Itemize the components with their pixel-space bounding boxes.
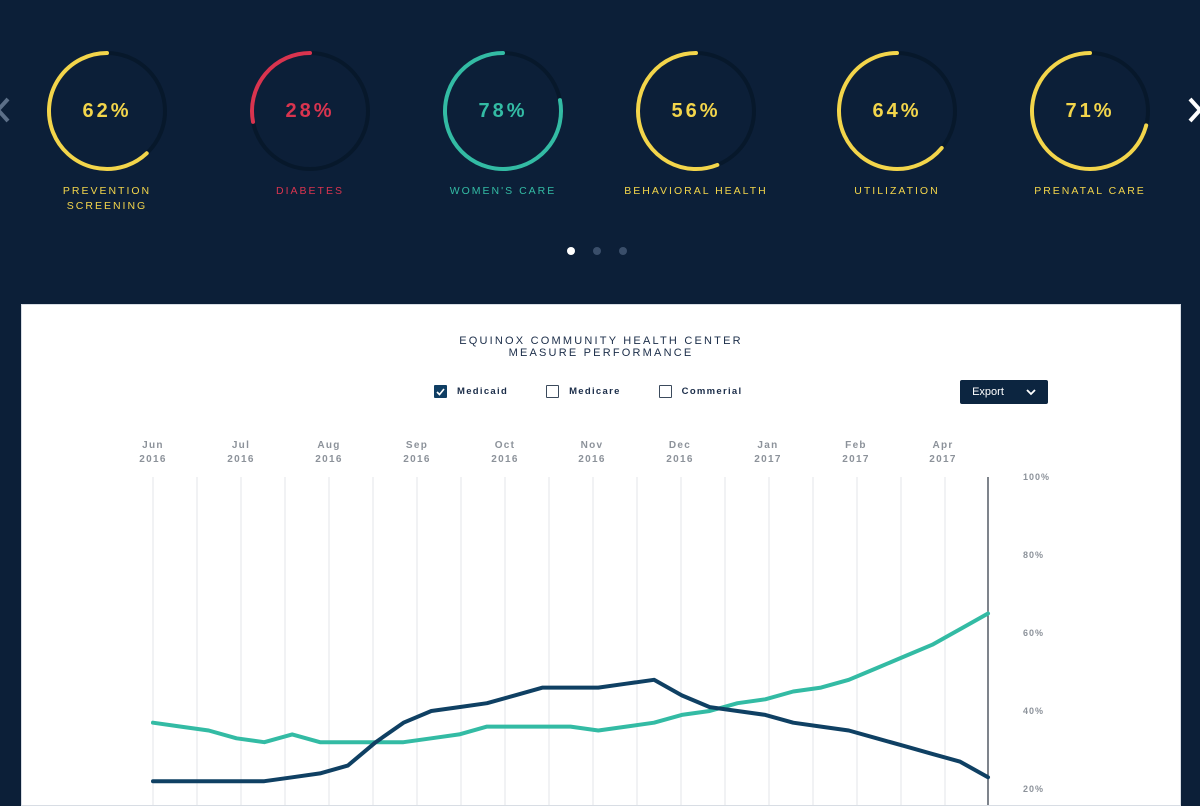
check-icon — [436, 387, 445, 396]
x-tick-month: Aug — [317, 440, 340, 451]
ring-progress — [47, 51, 149, 171]
carousel-next-button[interactable] — [1182, 92, 1200, 128]
kpi-ring: 56% — [635, 50, 757, 172]
kpi-card-behavioral-health[interactable]: 56% BEHAVIORAL HEALTH — [606, 50, 786, 199]
pager-dot-2[interactable] — [593, 247, 601, 255]
x-tick-year: 2016 — [139, 454, 166, 465]
kpi-value: 62% — [82, 99, 132, 122]
kpi-label: WOMEN'S CARE — [449, 185, 557, 197]
y-tick-label: 80% — [1023, 550, 1044, 560]
ring-progress — [443, 51, 563, 171]
kpi-card-utilization[interactable]: 64% UTILIZATION — [807, 50, 987, 199]
payer-filters: Medicaid Medicare Commerial — [434, 385, 780, 398]
export-label: Export — [972, 386, 1004, 398]
x-tick-month: Jan — [757, 440, 778, 451]
filter-label: Medicaid — [457, 386, 509, 397]
kpi-label: UTILIZATION — [854, 185, 940, 197]
kpi-value: 28% — [285, 99, 335, 122]
commercial-checkbox[interactable] — [658, 385, 672, 398]
y-tick-label: 100% — [1023, 472, 1050, 482]
pager-dot-1[interactable] — [567, 247, 575, 255]
y-tick-label: 20% — [1023, 784, 1044, 794]
x-tick-year: 2016 — [227, 454, 254, 465]
x-tick-year: 2017 — [929, 454, 956, 465]
x-gridlines — [152, 477, 946, 805]
kpi-value: 64% — [872, 99, 922, 122]
kpi-ring: 28% — [249, 50, 371, 172]
medicaid-checkbox[interactable] — [434, 385, 447, 398]
chevron-down-icon — [1026, 388, 1036, 395]
x-tick-year: 2017 — [754, 454, 781, 465]
kpi-carousel: 62% PREVENTION SCREENING 28% DIABETES 78… — [0, 0, 1200, 300]
chart-title-line1: EQUINOX COMMUNITY HEALTH CENTER — [459, 335, 743, 347]
chart-panel: EQUINOX COMMUNITY HEALTH CENTER MEASURE … — [21, 304, 1181, 806]
ring-progress — [250, 51, 312, 124]
kpi-card-prevention-screening[interactable]: 62% PREVENTION SCREENING — [17, 50, 197, 214]
kpi-value: 56% — [671, 99, 721, 122]
kpi-card-womens-care[interactable]: 78% WOMEN'S CARE — [413, 50, 593, 199]
kpi-ring: 64% — [836, 50, 958, 172]
kpi-label: BEHAVIORAL HEALTH — [624, 185, 768, 197]
x-tick-year: 2016 — [403, 454, 430, 465]
x-tick-month: Feb — [845, 440, 867, 451]
y-tick-label: 40% — [1023, 706, 1044, 716]
kpi-label: PREVENTION SCREENING — [62, 185, 152, 212]
chart-title: EQUINOX COMMUNITY HEALTH CENTER MEASURE … — [22, 335, 1180, 359]
filter-label: Medicare — [569, 386, 621, 397]
progress-ring — [1030, 51, 1150, 171]
line-chart: Jun 2016 Jul 2016 Aug 2016 Sep 2016 Oct 2016 Nov 20… — [139, 440, 1050, 805]
chevron-left-icon — [0, 97, 10, 123]
kpi-ring: 71% — [1029, 50, 1151, 172]
medicare-checkbox[interactable] — [546, 385, 560, 398]
x-tick-month: Nov — [581, 440, 604, 451]
progress-ring — [837, 51, 957, 171]
kpi-card-diabetes[interactable]: 28% DIABETES — [220, 50, 400, 199]
progress-ring — [443, 51, 563, 171]
series-line-2 — [151, 677, 990, 784]
ring-progress — [636, 51, 720, 171]
x-tick-month: Oct — [495, 440, 516, 451]
x-tick-month: Jun — [142, 440, 164, 451]
carousel-pager — [567, 247, 627, 255]
chevron-right-icon — [1188, 97, 1200, 123]
filter-commercial[interactable]: Commerial — [658, 385, 743, 398]
kpi-label: DIABETES — [276, 185, 344, 197]
x-tick-month: Sep — [406, 440, 428, 451]
kpi-ring: 78% — [442, 50, 564, 172]
filter-label: Commerial — [681, 386, 743, 397]
filter-medicaid[interactable]: Medicaid — [434, 385, 508, 398]
chart-title-line2: MEASURE PERFORMANCE — [508, 347, 694, 359]
ring-progress — [837, 51, 944, 171]
ring-progress — [1030, 51, 1149, 171]
y-tick-label: 60% — [1023, 628, 1044, 638]
x-tick-month: Apr — [932, 440, 953, 451]
series-line-1 — [151, 611, 990, 745]
progress-ring — [47, 51, 167, 171]
x-tick-month: Jul — [232, 440, 250, 451]
carousel-prev-button[interactable] — [0, 92, 16, 128]
x-tick-year: 2016 — [491, 454, 518, 465]
x-tick-year: 2016 — [666, 454, 693, 465]
filter-medicare[interactable]: Medicare — [546, 385, 621, 398]
kpi-ring: 62% — [46, 50, 168, 172]
kpi-label: PRENATAL CARE — [1034, 185, 1146, 197]
kpi-value: 71% — [1065, 99, 1115, 122]
kpi-value: 78% — [478, 99, 528, 122]
export-button[interactable]: Export — [960, 380, 1048, 404]
kpi-card-prenatal-care[interactable]: 71% PRENATAL CARE — [1000, 50, 1180, 199]
x-tick-month: Dec — [669, 440, 691, 451]
x-tick-year: 2016 — [578, 454, 605, 465]
progress-ring — [636, 51, 756, 171]
x-tick-year: 2017 — [842, 454, 869, 465]
progress-ring — [250, 51, 370, 171]
pager-dot-3[interactable] — [619, 247, 627, 255]
x-tick-year: 2016 — [315, 454, 342, 465]
